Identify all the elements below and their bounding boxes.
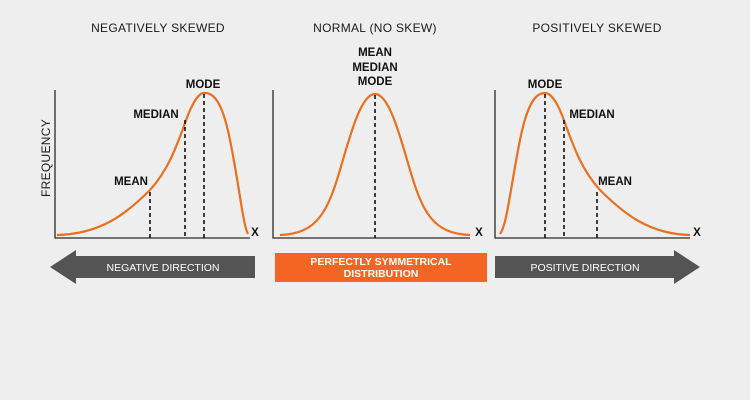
middle-axes <box>272 90 470 239</box>
title-negatively-skewed: NEGATIVELY SKEWED <box>91 21 225 35</box>
right-median-label: MEDIAN <box>569 109 614 121</box>
title-normal: NORMAL (NO SKEW) <box>313 21 437 35</box>
left-x-label: X <box>251 227 259 239</box>
panel-positively-skewed: MODE MEDIAN MEAN X <box>494 79 701 239</box>
middle-mean-label: MEAN <box>358 47 392 59</box>
right-curve <box>499 91 691 237</box>
middle-median-label: MEDIAN <box>352 62 397 74</box>
middle-x-label: X <box>475 227 483 239</box>
left-mode-label: MODE <box>186 79 221 91</box>
right-mean-label: MEAN <box>598 176 632 188</box>
positive-direction-label: POSITIVE DIRECTION <box>530 262 639 274</box>
right-arrow-shape <box>495 250 700 284</box>
center-label-line1: PERFECTLY SYMMETRICAL <box>310 256 452 268</box>
left-axes <box>54 90 250 239</box>
left-median-label: MEDIAN <box>133 109 178 121</box>
y-axis-label: FREQUENCY <box>39 119 53 197</box>
title-positively-skewed: POSITIVELY SKEWED <box>532 21 661 35</box>
symmetrical-distribution-box: PERFECTLY SYMMETRICAL DISTRIBUTION <box>275 253 487 282</box>
panel-negatively-skewed: MODE MEDIAN MEAN X <box>54 79 259 239</box>
left-curve <box>56 91 250 237</box>
right-mode-label: MODE <box>528 79 563 91</box>
middle-curve <box>279 92 471 237</box>
right-x-label: X <box>693 227 701 239</box>
left-mean-label: MEAN <box>114 176 148 188</box>
middle-mode-label: MODE <box>358 76 393 88</box>
left-arrow-shape <box>50 250 255 284</box>
right-axes <box>494 90 690 239</box>
panel-normal: MEAN MEDIAN MODE X <box>272 47 483 239</box>
center-label-line2: DISTRIBUTION <box>344 268 419 280</box>
center-box-shape <box>275 253 487 282</box>
negative-direction-arrow: NEGATIVE DIRECTION <box>50 250 255 284</box>
negative-direction-label: NEGATIVE DIRECTION <box>107 262 220 274</box>
positive-direction-arrow: POSITIVE DIRECTION <box>495 250 700 284</box>
